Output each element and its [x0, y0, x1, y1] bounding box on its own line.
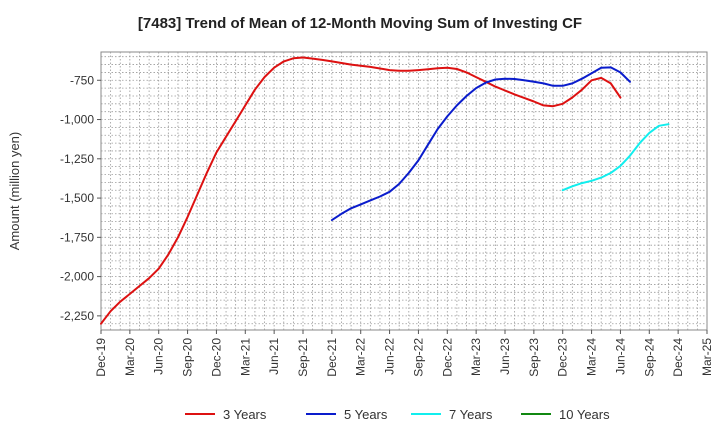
x-tick-label: Dec-21 — [325, 338, 339, 377]
series-line-3-years — [100, 56, 622, 325]
x-tick-label: Dec-19 — [94, 338, 108, 377]
x-tick-label: Mar-21 — [238, 338, 252, 376]
chart-title: [7483] Trend of Mean of 12-Month Moving … — [138, 15, 582, 32]
x-tick-label: Dec-22 — [440, 338, 454, 377]
y-tick-label: -2,000 — [60, 270, 94, 284]
y-tick-label: -1,000 — [60, 113, 94, 127]
series-line-7-years — [561, 123, 670, 192]
x-tick-label: Jun-21 — [267, 338, 281, 375]
x-tick-label: Mar-23 — [469, 338, 483, 376]
legend-label: 3 Years — [223, 407, 267, 422]
x-tick-label: Sep-24 — [642, 338, 656, 377]
series-layer — [100, 56, 670, 325]
x-tick-label: Sep-21 — [296, 338, 310, 377]
y-axis-ticks: -750 -1,000 -1,250 -1,500 -1,750 -2,000 -2,250 — [60, 73, 101, 323]
y-tick-label: -1,250 — [60, 152, 94, 166]
y-tick-label: -750 — [70, 73, 94, 87]
x-tick-label: Jun-20 — [152, 338, 166, 375]
x-tick-label: Jun-24 — [613, 338, 627, 375]
y-tick-label: -1,500 — [60, 191, 94, 205]
x-tick-label: Dec-24 — [671, 338, 685, 377]
legend-label: 7 Years — [449, 407, 493, 422]
series-line-5-years — [330, 66, 631, 222]
x-tick-label: Mar-25 — [700, 338, 714, 376]
y-tick-label: -2,250 — [60, 309, 94, 323]
x-tick-label: Mar-24 — [585, 338, 599, 376]
grid-lines — [101, 52, 707, 330]
x-tick-label: Sep-20 — [181, 338, 195, 377]
plot-area — [100, 51, 708, 331]
x-tick-label: Sep-23 — [527, 338, 541, 377]
x-tick-label: Dec-23 — [556, 338, 570, 377]
legend-label: 5 Years — [344, 407, 388, 422]
y-axis-label: Amount (million yen) — [7, 132, 22, 251]
x-tick-label: Mar-22 — [354, 338, 368, 376]
x-tick-label: Dec-20 — [209, 338, 223, 377]
legend: 3 Years 5 Years 7 Years 10 Years — [185, 407, 610, 422]
y-tick-label: -1,750 — [60, 230, 94, 244]
x-tick-label: Jun-22 — [383, 338, 397, 375]
x-tick-label: Jun-23 — [498, 338, 512, 375]
x-tick-label: Sep-22 — [411, 338, 425, 377]
x-axis-ticks: Dec-19 Mar-20 Jun-20 Sep-20 Dec-20 Mar-21 Jun-… — [94, 330, 714, 377]
x-tick-label: Mar-20 — [123, 338, 137, 376]
legend-label: 10 Years — [559, 407, 610, 422]
